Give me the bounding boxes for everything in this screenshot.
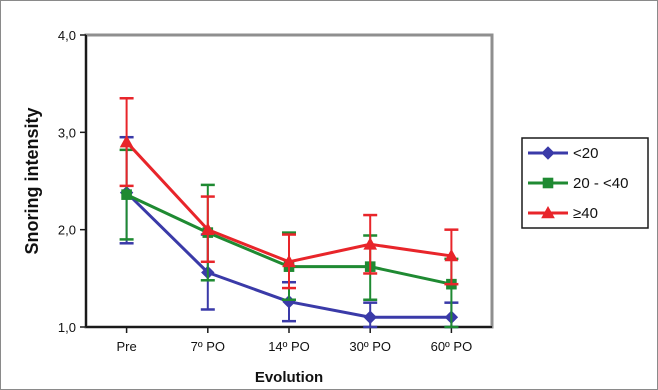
triangle-marker xyxy=(119,135,134,148)
y-axis-ticks: 1,0 2,0 3,0 4,0 xyxy=(58,28,86,335)
x-tick-label: 60º PO xyxy=(431,339,473,354)
series-2 xyxy=(119,97,459,290)
y-tick-label: 2,0 xyxy=(58,223,76,238)
legend-label: <20 xyxy=(573,145,598,162)
diamond-marker xyxy=(363,310,377,324)
triangle-marker xyxy=(444,248,459,262)
triangle-marker xyxy=(282,254,296,268)
legend-label: 20 - <40 xyxy=(573,175,628,192)
x-axis-title: Evolution xyxy=(255,369,323,386)
y-axis-title: Snoring intensity xyxy=(22,107,42,254)
y-tick-label: 3,0 xyxy=(58,125,76,140)
x-tick-label: 30º PO xyxy=(349,339,391,354)
square-marker xyxy=(542,177,554,189)
square-marker xyxy=(121,189,132,200)
triangle-marker xyxy=(200,222,215,235)
triangle-marker xyxy=(363,237,378,250)
legend: <20 20 - <40 ≥40 xyxy=(521,137,649,229)
x-axis-ticks: Pre 7º PO 14º PO 30º PO 60º PO xyxy=(116,327,472,354)
legend-label: ≥40 xyxy=(573,205,598,222)
series-layer xyxy=(119,97,459,329)
x-tick-label: Pre xyxy=(116,339,136,354)
diamond-marker xyxy=(541,146,555,160)
triangle-marker xyxy=(541,205,555,219)
y-tick-label: 4,0 xyxy=(58,28,76,43)
x-tick-label: 7º PO xyxy=(191,339,225,354)
y-tick-label: 1,0 xyxy=(58,320,76,335)
x-tick-label: 14º PO xyxy=(268,339,310,354)
